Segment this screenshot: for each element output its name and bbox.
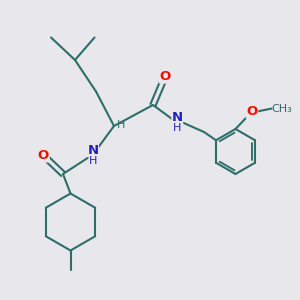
Text: N: N <box>87 144 99 157</box>
Text: H: H <box>173 123 182 133</box>
Text: H: H <box>89 155 97 166</box>
Text: CH₃: CH₃ <box>272 103 292 114</box>
Text: O: O <box>159 70 171 83</box>
Text: O: O <box>246 105 258 118</box>
Text: H: H <box>116 119 125 130</box>
Text: N: N <box>172 111 183 124</box>
Text: O: O <box>38 149 49 162</box>
